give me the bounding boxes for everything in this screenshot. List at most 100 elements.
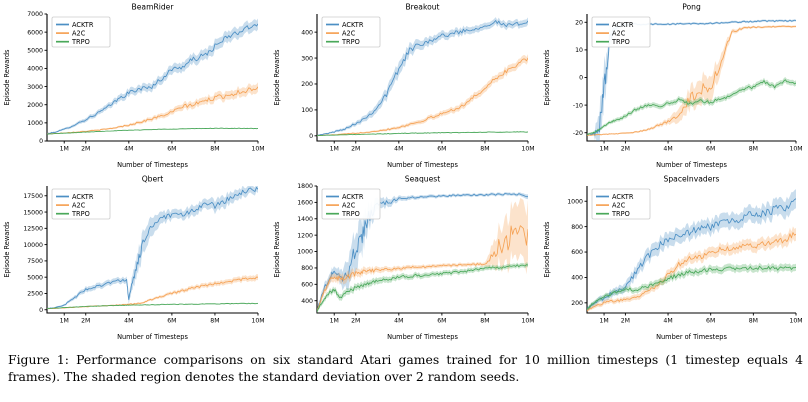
y-tick-label: 300 xyxy=(301,55,313,62)
x-tick-label: 8M xyxy=(749,318,758,325)
y-tick-label: 10000 xyxy=(23,242,43,249)
x-tick-label: 4M xyxy=(124,318,133,325)
legend-label-trpo: TRPO xyxy=(71,38,90,46)
x-tick-label: 10M xyxy=(789,146,802,153)
y-tick-label: 17500 xyxy=(23,193,43,200)
y-axis-label: Episode Rewards xyxy=(543,49,551,106)
legend-label-trpo: TRPO xyxy=(341,210,360,218)
figure-caption: Figure 1: Performance comparisons on six… xyxy=(8,352,803,385)
y-tick-label: 400 xyxy=(301,29,313,36)
series-std-band-acktr xyxy=(587,189,796,311)
series-std-band-a2c xyxy=(317,54,528,136)
y-tick-label: 1800 xyxy=(297,183,313,190)
y-axis-label: Episode Rewards xyxy=(273,221,281,278)
x-tick-label: 4M xyxy=(663,146,672,153)
x-tick-label: 10M xyxy=(521,146,534,153)
x-tick-label: 10M xyxy=(789,318,802,325)
x-tick-label: 8M xyxy=(480,146,489,153)
y-tick-label: 1000 xyxy=(27,120,43,127)
y-tick-label: 7500 xyxy=(27,258,43,265)
x-tick-label: 6M xyxy=(706,146,715,153)
chart-title: SpaceInvaders xyxy=(664,175,720,184)
legend-label-trpo: TRPO xyxy=(611,210,630,218)
x-axis-label: Number of Timesteps xyxy=(656,161,727,169)
series-std-band-acktr xyxy=(47,186,258,309)
chart-panel-breakout: Breakout 0 100 200 300 400 1M 2M 4M 6M 8M 10M Number… xyxy=(270,0,540,172)
x-tick-label: 1M xyxy=(599,146,608,153)
y-tick-label: -20 xyxy=(573,130,583,137)
y-tick-label: 800 xyxy=(571,224,583,231)
series-line-trpo xyxy=(317,264,528,313)
axis-spines xyxy=(316,186,528,314)
legend-label-a2c: A2C xyxy=(72,30,86,38)
y-tick-label: 1200 xyxy=(297,232,313,239)
y-axis-label: Episode Rewards xyxy=(543,221,551,278)
legend-label-a2c: A2C xyxy=(342,30,356,38)
x-tick-label: 10M xyxy=(251,146,264,153)
x-axis-label: Number of Timesteps xyxy=(117,161,188,169)
y-tick-label: 3000 xyxy=(27,84,43,91)
x-tick-label: 2M xyxy=(621,318,630,325)
x-tick-label: 1M xyxy=(599,318,608,325)
x-tick-label: 6M xyxy=(167,318,176,325)
y-tick-label: 0 xyxy=(579,75,583,82)
x-tick-label: 1M xyxy=(60,146,69,153)
legend-label-acktr: ACKTR xyxy=(342,21,364,29)
x-tick-label: 6M xyxy=(167,146,176,153)
chart-title: BeamRider xyxy=(132,3,175,12)
x-tick-label: 2M xyxy=(621,146,630,153)
x-tick-label: 6M xyxy=(437,318,446,325)
legend-label-a2c: A2C xyxy=(612,30,626,38)
y-tick-label: -10 xyxy=(573,102,583,109)
x-tick-label: 6M xyxy=(706,318,715,325)
series-line-a2c xyxy=(317,225,528,312)
series-line-acktr xyxy=(587,19,796,136)
x-tick-label: 1M xyxy=(60,318,69,325)
y-tick-label: 1400 xyxy=(297,216,313,223)
y-axis-label: Episode Rewards xyxy=(273,49,281,106)
series-line-a2c xyxy=(317,57,528,137)
legend-label-trpo: TRPO xyxy=(341,38,360,46)
series-line-trpo xyxy=(47,302,258,310)
x-axis-label: Number of Timesteps xyxy=(656,333,727,341)
y-tick-label: 400 xyxy=(301,298,313,305)
axis-spines xyxy=(586,14,796,142)
x-axis-label: Number of Timesteps xyxy=(117,333,188,341)
x-tick-label: 6M xyxy=(437,146,446,153)
x-tick-label: 4M xyxy=(124,146,133,153)
series-line-trpo xyxy=(587,265,796,310)
series-line-a2c xyxy=(587,25,796,136)
chart-panel-pong: Pong -20 -10 0 10 20 1M 2M 4M 6M 8M 10M Number of Ti… xyxy=(540,0,808,172)
series-line-trpo xyxy=(47,127,258,135)
legend-label-acktr: ACKTR xyxy=(612,193,634,201)
x-tick-label: 4M xyxy=(663,318,672,325)
x-tick-label: 1M xyxy=(330,318,339,325)
chart-panel-seaquest: Seaquest 400 600 800 1000 1200 1400 1600 1800 1M 2… xyxy=(270,172,540,344)
y-tick-label: 0 xyxy=(39,138,43,145)
x-axis-label: Number of Timesteps xyxy=(387,333,458,341)
series-line-trpo xyxy=(317,131,528,137)
y-tick-label: 7000 xyxy=(27,11,43,18)
series-std-band-acktr xyxy=(317,192,528,313)
x-tick-label: 2M xyxy=(351,318,360,325)
y-tick-label: 6000 xyxy=(27,29,43,36)
y-tick-label: 2500 xyxy=(27,291,43,298)
y-tick-label: 800 xyxy=(301,265,313,272)
legend-label-acktr: ACKTR xyxy=(72,193,94,201)
y-tick-label: 10 xyxy=(575,47,583,54)
y-tick-label: 12500 xyxy=(23,226,43,233)
y-tick-label: 5000 xyxy=(27,274,43,281)
x-tick-label: 2M xyxy=(81,146,90,153)
y-tick-label: 5000 xyxy=(27,47,43,54)
x-tick-label: 2M xyxy=(81,318,90,325)
chart-title: Pong xyxy=(682,3,701,12)
x-tick-label: 4M xyxy=(394,146,403,153)
y-tick-label: 200 xyxy=(301,81,313,88)
y-tick-label: 600 xyxy=(301,282,313,289)
series-std-band-acktr xyxy=(47,18,258,135)
